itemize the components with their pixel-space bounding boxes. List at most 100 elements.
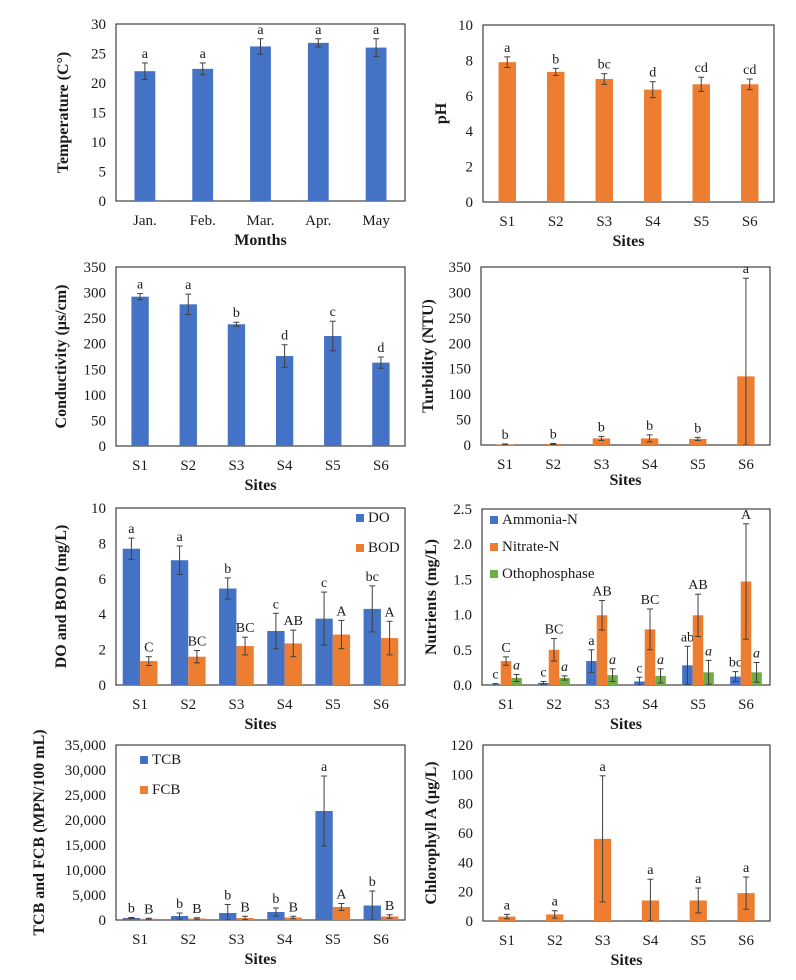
plot-frame bbox=[482, 24, 775, 203]
significance-label: c bbox=[540, 665, 546, 680]
bar-nitrate-n-s2 bbox=[548, 649, 560, 685]
x-tick-label: S1 bbox=[499, 933, 515, 949]
significance-label: c bbox=[636, 661, 642, 676]
y-tick-label: 5,000 bbox=[72, 888, 106, 904]
bar-temperature-mar bbox=[250, 46, 271, 201]
legend-label: Othophosphase bbox=[502, 566, 595, 582]
y-tick-label: 35,000 bbox=[65, 738, 106, 754]
y-tick-label: 80 bbox=[458, 797, 473, 813]
chart-panel-temperature: 0 5 10 15 20 25 30 Jan. Feb. Mar. Apr. May Months Tem… bbox=[55, 17, 406, 249]
bar-temperature-jan bbox=[134, 71, 156, 201]
x-axis-title: Months bbox=[234, 232, 286, 249]
legend: TCB FCB bbox=[140, 752, 181, 798]
significance-label: a bbox=[657, 653, 664, 668]
bar-conductivity-s3 bbox=[227, 324, 246, 446]
significance-label: a bbox=[185, 278, 192, 293]
y-tick-label: 4 bbox=[99, 607, 107, 623]
x-tick-label: Apr. bbox=[305, 213, 331, 229]
significance-label: d bbox=[649, 66, 656, 81]
significance-label: C bbox=[501, 641, 510, 656]
legend-label: Ammonia-N bbox=[502, 512, 578, 528]
y-axis-title: Chlorophyll A (µg/L) bbox=[423, 761, 440, 904]
bar-ph-s5 bbox=[692, 84, 710, 202]
y-tick-label: 30 bbox=[91, 17, 106, 33]
y-tick-label: 100 bbox=[84, 388, 107, 404]
plot-frame bbox=[482, 744, 771, 922]
y-tick-label: 250 bbox=[449, 311, 472, 327]
chart-panel-do-bod: 0 2 4 6 8 10 S1 S2 S3 S4 S5 S6 Sites DO and BOD (mg/L… bbox=[53, 501, 406, 733]
significance-label: C bbox=[144, 641, 153, 656]
x-tick-label: Feb. bbox=[190, 213, 216, 229]
y-tick-label: 0 bbox=[99, 678, 107, 694]
significance-label: BC bbox=[641, 593, 660, 608]
x-tick-label: S4 bbox=[642, 697, 658, 713]
significance-label: A bbox=[336, 604, 347, 619]
bar-temperature-apr bbox=[307, 42, 329, 201]
chart-panel-chlorophyll: 0 20 40 60 80 100 120 S1 S2 S3 S4 S5 S6 Sites Chloroph… bbox=[423, 738, 771, 969]
significance-label: A bbox=[385, 605, 396, 620]
y-axis-title: TCB and FCB (MPN/100 mL) bbox=[31, 729, 48, 935]
significance-label: d bbox=[281, 329, 288, 344]
bar-bod-s1 bbox=[140, 661, 158, 685]
significance-label: a bbox=[315, 23, 322, 38]
y-tick-label: 300 bbox=[84, 286, 107, 302]
x-tick-label: S2 bbox=[180, 458, 196, 474]
x-tick-label: S3 bbox=[596, 214, 612, 230]
y-tick-label: 20,000 bbox=[65, 813, 106, 829]
x-axis-title: Sites bbox=[245, 477, 277, 494]
bar-ammonia-n-s3 bbox=[586, 661, 597, 685]
y-tick-label: 200 bbox=[84, 337, 107, 353]
y-axis-title: pH bbox=[433, 102, 450, 124]
bar-do-s4 bbox=[267, 631, 285, 685]
significance-label: a bbox=[176, 530, 183, 545]
significance-label: b bbox=[646, 419, 653, 434]
significance-label: c bbox=[330, 305, 336, 320]
x-tick-label: S6 bbox=[373, 458, 389, 474]
significance-label: b bbox=[233, 306, 240, 321]
plot-frame bbox=[480, 266, 771, 446]
significance-label: a bbox=[753, 646, 760, 661]
legend-label: DO bbox=[368, 510, 390, 526]
legend-swatch bbox=[490, 516, 498, 524]
y-tick-label: 50 bbox=[91, 413, 106, 429]
bar-tcb-s5 bbox=[315, 811, 333, 920]
y-tick-label: 6 bbox=[466, 89, 474, 105]
bar-conductivity-s6 bbox=[372, 362, 390, 446]
plot-frame bbox=[115, 266, 406, 447]
bar-ph-s3 bbox=[595, 78, 613, 202]
chart-panel-nutrients: 0.0 0.5 1.0 1.5 2.0 2.5 S1 S2 S3 S4 S5 S6 Sites Nutri… bbox=[423, 502, 771, 733]
y-tick-label: 300 bbox=[449, 285, 472, 301]
significance-label: b bbox=[369, 875, 376, 890]
legend-label: FCB bbox=[152, 782, 180, 798]
bar-othophosphase-s2 bbox=[559, 677, 570, 685]
legend-swatch bbox=[490, 543, 498, 551]
y-tick-label: 50 bbox=[456, 413, 471, 429]
bar-do-s1 bbox=[122, 548, 141, 685]
x-tick-label: S4 bbox=[642, 457, 658, 473]
y-tick-label: 150 bbox=[84, 362, 107, 378]
significance-label: B bbox=[385, 899, 394, 914]
x-tick-label: S6 bbox=[742, 214, 758, 230]
y-tick-label: 120 bbox=[451, 738, 474, 754]
x-tick-label: S5 bbox=[325, 932, 341, 948]
bar-do-s5 bbox=[315, 618, 333, 685]
legend-label: Nitrate-N bbox=[502, 539, 560, 555]
y-tick-label: 60 bbox=[458, 826, 473, 842]
legend-swatch bbox=[356, 544, 364, 552]
x-axis-title: Sites bbox=[610, 716, 642, 733]
x-tick-label: S3 bbox=[594, 697, 610, 713]
x-tick-label: S1 bbox=[498, 697, 514, 713]
x-tick-label: S3 bbox=[228, 932, 244, 948]
bar-fcb-s5 bbox=[332, 907, 351, 920]
bar-do-s2 bbox=[170, 560, 189, 685]
legend: DO BOD bbox=[356, 510, 400, 556]
bar-do-s3 bbox=[219, 588, 237, 685]
x-tick-label: S5 bbox=[690, 933, 706, 949]
x-tick-label: Jan. bbox=[133, 213, 157, 229]
significance-label: d bbox=[377, 341, 384, 356]
bar-conductivity-s5 bbox=[324, 336, 342, 446]
significance-label: A bbox=[336, 888, 347, 903]
significance-label: b bbox=[598, 420, 605, 435]
bar-nitrate-n-s5 bbox=[692, 615, 704, 685]
